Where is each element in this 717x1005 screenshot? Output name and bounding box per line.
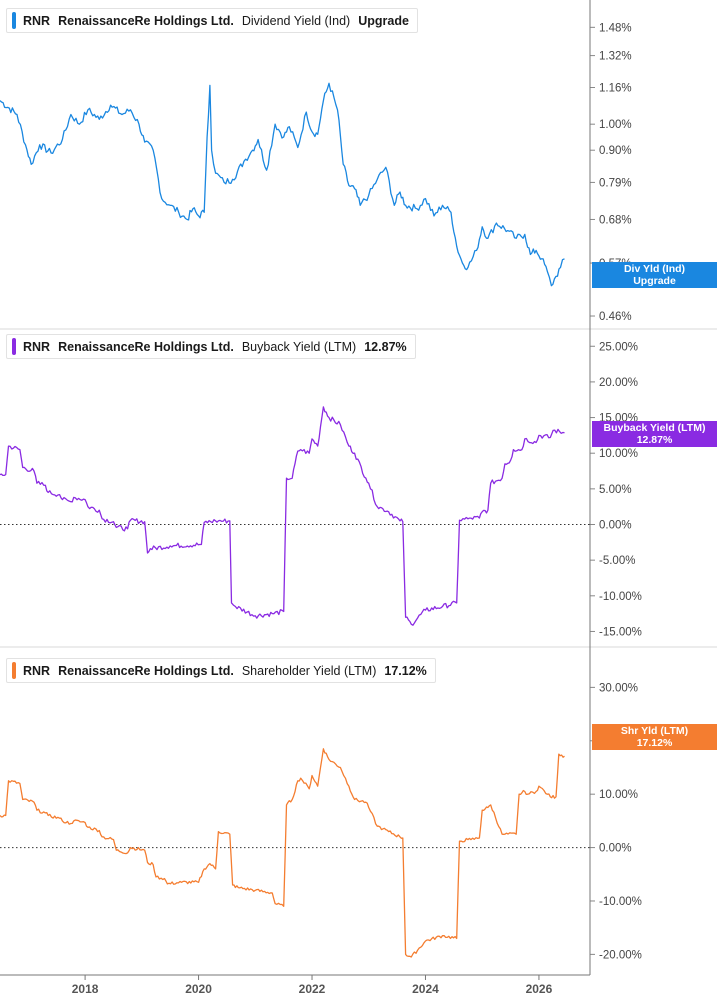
y-tick-label: 1.32% bbox=[599, 51, 632, 63]
legend-ticker: RNR bbox=[23, 339, 51, 354]
legend-value[interactable]: Upgrade bbox=[358, 13, 409, 28]
value-tag-label: Buyback Yield (LTM) bbox=[603, 422, 706, 434]
legend-value: 12.87% bbox=[364, 339, 407, 354]
legend-company: RenaissanceRe Holdings Ltd. bbox=[58, 663, 234, 678]
legend-swatch-dividend bbox=[12, 12, 16, 29]
y-tick-label: 0.46% bbox=[599, 311, 632, 323]
legend-swatch-buyback bbox=[12, 338, 16, 355]
y-tick-label: -15.00% bbox=[599, 626, 642, 638]
legend-ticker: RNR bbox=[23, 663, 51, 678]
series-line-1 bbox=[0, 406, 565, 626]
y-tick-label: 25.00% bbox=[599, 341, 638, 353]
legend-company: RenaissanceRe Holdings Ltd. bbox=[58, 13, 234, 28]
y-tick-label: 20.00% bbox=[599, 377, 638, 389]
legend-dividend-yield: RNR RenaissanceRe Holdings Ltd. Dividend… bbox=[6, 8, 418, 33]
y-tick-label: 0.68% bbox=[599, 214, 632, 226]
value-tag-value: 12.87% bbox=[636, 434, 673, 446]
y-tick-label: 10.00% bbox=[599, 789, 638, 801]
y-tick-label: 10.00% bbox=[599, 448, 638, 460]
legend-buyback-yield: RNR RenaissanceRe Holdings Ltd. Buyback … bbox=[6, 334, 416, 359]
value-tag-value: Upgrade bbox=[633, 275, 676, 287]
legend-ticker: RNR bbox=[23, 13, 51, 28]
x-tick-label: 2020 bbox=[185, 982, 212, 996]
y-tick-label: 5.00% bbox=[599, 484, 632, 496]
y-tick-label: -10.00% bbox=[599, 591, 642, 603]
y-tick-label: -10.00% bbox=[599, 896, 642, 908]
y-tick-label: -5.00% bbox=[599, 555, 635, 567]
value-tag-shareholder: Shr Yld (LTM) 17.12% bbox=[592, 724, 717, 750]
legend-metric: Buyback Yield (LTM) bbox=[241, 339, 357, 354]
legend-swatch-shareholder bbox=[12, 662, 16, 679]
y-tick-label: 1.16% bbox=[599, 83, 632, 95]
y-tick-label: 0.90% bbox=[599, 145, 632, 157]
legend-company: RenaissanceRe Holdings Ltd. bbox=[58, 339, 234, 354]
x-tick-label: 2024 bbox=[412, 982, 439, 996]
x-tick-label: 2026 bbox=[526, 982, 553, 996]
series-line-2 bbox=[0, 748, 565, 958]
y-tick-label: -20.00% bbox=[599, 949, 642, 961]
legend-metric: Dividend Yield (Ind) bbox=[241, 13, 351, 28]
y-tick-label: 1.48% bbox=[599, 22, 632, 34]
legend-shareholder-yield: RNR RenaissanceRe Holdings Ltd. Sharehol… bbox=[6, 658, 436, 683]
legend-value: 17.12% bbox=[384, 663, 427, 678]
value-tag-dividend: Div Yld (Ind) Upgrade bbox=[592, 262, 717, 288]
legend-metric: Shareholder Yield (LTM) bbox=[241, 663, 377, 678]
y-tick-label: 0.79% bbox=[599, 177, 632, 189]
series-line-0 bbox=[0, 82, 565, 287]
x-tick-label: 2018 bbox=[72, 982, 99, 996]
value-tag-label: Shr Yld (LTM) bbox=[620, 725, 689, 737]
y-tick-label: 1.00% bbox=[599, 119, 632, 131]
x-tick-label: 2022 bbox=[299, 982, 326, 996]
y-tick-label: 30.00% bbox=[599, 682, 638, 694]
value-tag-value: 17.12% bbox=[636, 737, 673, 749]
y-tick-label: 0.00% bbox=[599, 843, 632, 855]
value-tag-buyback: Buyback Yield (LTM) 12.87% bbox=[592, 421, 717, 447]
y-tick-label: 0.00% bbox=[599, 520, 632, 532]
value-tag-label: Div Yld (Ind) bbox=[623, 263, 686, 275]
